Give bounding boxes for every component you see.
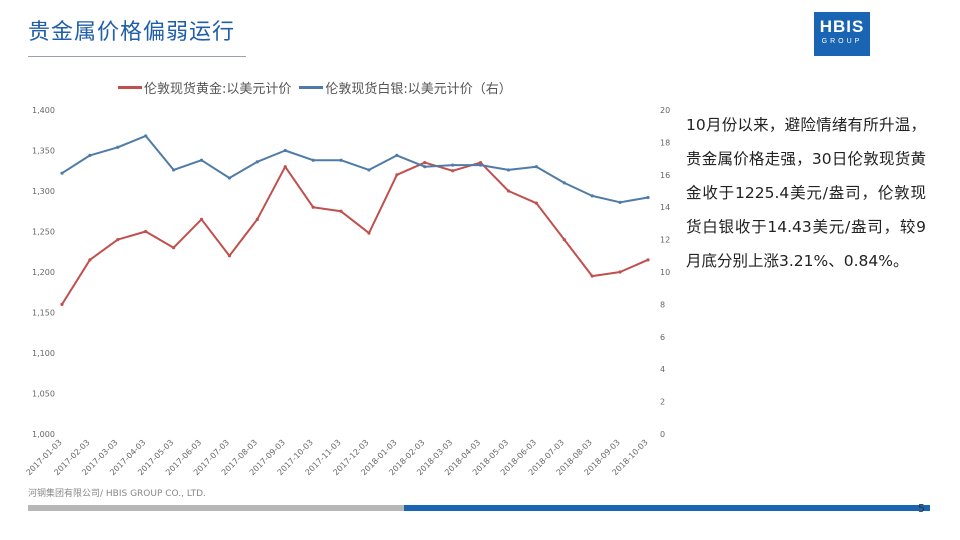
legend-item-gold[interactable]: 伦敦现货黄金:以美元计价	[118, 78, 291, 97]
data-point-gold	[618, 270, 622, 274]
page-number: 5	[918, 502, 925, 515]
y-right-tick-label: 14	[660, 203, 670, 212]
page-title: 贵金属价格偏弱运行	[28, 20, 236, 45]
data-point-gold	[451, 169, 455, 173]
data-point-gold	[199, 217, 204, 221]
series-line-gold	[61, 161, 649, 305]
y-left-tick-label: 1,100	[32, 349, 55, 358]
data-point-silver	[283, 148, 287, 153]
data-point-silver	[562, 181, 566, 185]
data-point-silver	[199, 158, 204, 162]
footer-company: 河钢集团有限公司/ HBIS GROUP CO., LTD.	[28, 489, 206, 499]
data-point-silver	[311, 158, 315, 162]
data-point-gold	[367, 231, 371, 235]
logo-line2: GROUP	[821, 38, 863, 45]
legend-label-gold: 伦敦现货黄金:以美元计价	[144, 82, 292, 97]
y-left-tick-label: 1,350	[32, 147, 55, 156]
data-point-silver	[339, 158, 343, 162]
y-right-tick-label: 12	[660, 236, 670, 245]
data-point-silver	[395, 153, 399, 157]
data-point-silver	[144, 134, 148, 138]
y-right-tick-label: 2	[660, 398, 665, 407]
legend-swatch-silver	[299, 86, 324, 89]
data-point-gold	[646, 258, 650, 262]
data-point-silver	[534, 165, 538, 169]
y-right-tick-label: 20	[660, 106, 670, 115]
title-divider	[28, 56, 246, 57]
y-left-tick-label: 1,050	[32, 390, 55, 399]
data-point-gold	[172, 246, 176, 250]
data-point-silver	[116, 145, 120, 149]
data-point-gold	[144, 229, 148, 234]
data-point-silver	[60, 171, 64, 175]
y-left-tick-label: 1,250	[32, 228, 55, 237]
data-point-silver	[590, 194, 594, 198]
data-point-gold	[506, 189, 511, 193]
y-left-tick-label: 1,150	[32, 309, 55, 318]
series-line-silver	[61, 134, 649, 204]
data-point-gold	[255, 217, 259, 221]
data-point-gold	[395, 173, 399, 177]
y-right-tick-label: 8	[660, 300, 665, 309]
company-logo: HBIS GROUP	[814, 12, 870, 56]
data-point-silver	[367, 168, 371, 172]
y-right-tick-label: 6	[660, 333, 665, 342]
data-point-gold	[116, 238, 120, 242]
y-right-tick-label: 16	[660, 171, 670, 180]
data-point-gold	[562, 238, 566, 242]
data-point-silver	[423, 165, 427, 169]
data-point-gold	[88, 258, 92, 262]
data-point-gold	[311, 205, 315, 209]
legend-item-silver[interactable]: 伦敦现货白银:以美元计价（右）	[299, 78, 512, 97]
commentary-text: 10月份以来，避险情绪有所升温，贵金属价格走强，30日伦敦现货黄金收于1225.…	[686, 116, 926, 270]
y-left-tick-label: 1,300	[32, 187, 55, 196]
data-point-silver	[172, 168, 176, 172]
y-left-tick-label: 1,000	[32, 430, 55, 439]
data-point-silver	[227, 176, 232, 180]
legend-label-silver: 伦敦现货白银:以美元计价（右）	[325, 82, 512, 97]
data-point-silver	[506, 168, 511, 172]
y-right-tick-label: 0	[660, 430, 665, 439]
data-point-gold	[590, 274, 594, 278]
footer-bar-grey	[28, 505, 404, 511]
data-point-silver	[255, 160, 259, 164]
chart-legend: 伦敦现货黄金:以美元计价 伦敦现货白银:以美元计价（右）	[118, 78, 520, 97]
data-point-gold	[534, 201, 538, 205]
data-point-gold	[283, 165, 287, 169]
data-point-gold	[227, 254, 232, 258]
y-right-tick-label: 4	[660, 365, 665, 374]
data-point-silver	[451, 163, 455, 167]
data-point-silver	[478, 163, 483, 167]
legend-swatch-gold	[118, 86, 142, 89]
footer-bar-blue	[404, 505, 930, 511]
y-left-tick-label: 1,200	[32, 268, 55, 277]
y-left-tick-label: 1,400	[32, 106, 55, 115]
y-right-tick-label: 18	[660, 138, 670, 147]
data-point-gold	[60, 302, 64, 306]
data-point-gold	[478, 161, 483, 165]
data-point-silver	[618, 200, 622, 204]
logo-line1: HBIS	[819, 17, 865, 36]
data-point-gold	[423, 161, 427, 165]
data-point-silver	[88, 153, 92, 157]
y-right-tick-label: 10	[660, 268, 670, 277]
price-line-chart: 1,000 1,050 1,100 1,150 1,200 1,250 1,300 1,350…	[25, 106, 671, 477]
data-point-gold	[339, 209, 343, 213]
data-point-silver	[646, 195, 650, 200]
